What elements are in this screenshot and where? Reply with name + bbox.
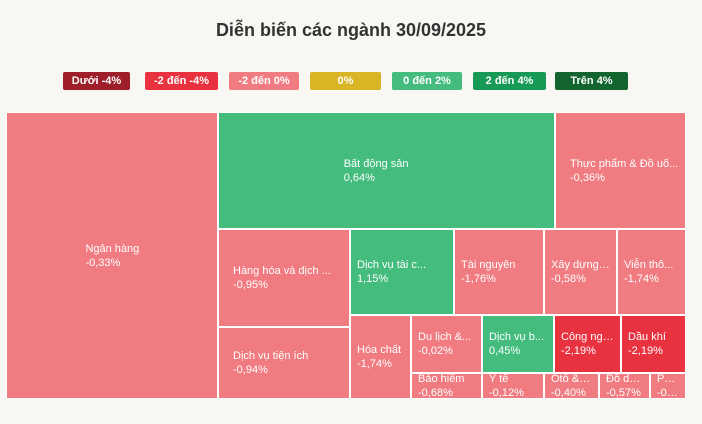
tile-value: -1,74%	[357, 358, 392, 370]
tile-value: -0,02%	[418, 345, 453, 357]
tile-name: Bảo hiểm	[418, 373, 465, 385]
treemap-tile[interactable]: Xây dựng ... -0,58%	[544, 229, 617, 315]
treemap-tile[interactable]: Hóa chất -1,74%	[350, 315, 411, 399]
tile-label: Thực phẩm & Đồ uố... -0,36%	[556, 157, 685, 185]
tile-label: Bất động sản 0,64%	[219, 157, 554, 185]
tile-label: Hàng hóa và dịch ... -0,95%	[219, 264, 349, 292]
tile-name: Hàng hóa và dịch ...	[233, 265, 331, 277]
treemap-tile[interactable]: Hàng hóa và dịch ... -0,95%	[218, 229, 350, 327]
tile-label: Dịch vụ tài c... 1,15%	[351, 258, 453, 286]
tile-value: -0,57%	[606, 387, 641, 399]
legend-item[interactable]: 0 đến 2%	[392, 72, 462, 90]
tile-label: Du lịch &... -0,02%	[412, 330, 481, 358]
treemap-tile[interactable]: Dầu khí -2,19%	[621, 315, 686, 373]
treemap-tile[interactable]: Ngân hàng -0,33%	[6, 112, 218, 399]
tile-value: -0,36%	[570, 171, 605, 184]
tile-name: Dịch vụ tiện ích	[233, 350, 309, 362]
treemap-tile[interactable]: Thực phẩm & Đồ uố... -0,36%	[555, 112, 686, 229]
treemap-tile[interactable]: Công nghệ -2,19%	[554, 315, 621, 373]
tile-name: Du lịch &...	[418, 331, 472, 343]
tile-name: Viễn thô...	[624, 259, 674, 271]
tile-label: Bảo hiểm -0,68%	[412, 373, 481, 399]
treemap-tile[interactable]: Đồ dùn... -0,57%	[599, 373, 650, 399]
tile-name: Dầu khí	[628, 331, 666, 343]
treemap-tile[interactable]: Tài nguyên -1,76%	[454, 229, 544, 315]
legend-item[interactable]: Dưới -4%	[63, 72, 130, 90]
tile-label: Hóa chất -1,74%	[351, 343, 410, 371]
tile-name: Dịch vụ tài c...	[357, 259, 427, 271]
tile-label: Công nghệ -2,19%	[555, 330, 620, 358]
treemap-tile[interactable]: Phư... -0,98%	[650, 373, 686, 399]
legend-item[interactable]: Trên 4%	[555, 72, 628, 90]
tile-value: -1,76%	[461, 273, 496, 285]
tile-label: Dịch vụ b... 0,45%	[483, 330, 553, 358]
tile-label: Y tế -0,12%	[483, 373, 543, 399]
tile-value: -1,74%	[624, 273, 659, 285]
tile-name: Thực phẩm & Đồ uố...	[570, 157, 679, 170]
treemap: Ngân hàng -0,33% Bất động sản 0,64% Thực phẩ…	[6, 112, 686, 399]
tile-name: Phư...	[657, 373, 679, 385]
tile-value: -0,94%	[233, 364, 268, 376]
treemap-tile[interactable]: Viễn thô... -1,74%	[617, 229, 686, 315]
tile-label: Dịch vụ tiện ích -0,94%	[219, 349, 349, 377]
tile-name: Dịch vụ b...	[489, 331, 545, 343]
tile-name: Ôtô & l...	[551, 373, 592, 385]
tile-name: Xây dựng ...	[551, 259, 610, 271]
treemap-tile[interactable]: Bất động sản 0,64%	[218, 112, 555, 229]
tile-label: Xây dựng ... -0,58%	[545, 258, 616, 286]
tile-name: Hóa chất	[357, 344, 402, 356]
treemap-tile[interactable]: Ôtô & l... -0,40%	[544, 373, 599, 399]
tile-name: Ngân hàng	[85, 242, 140, 255]
legend: Dưới -4% -2 đến -4% -2 đến 0% 0% 0 đến 2% 2 đ…	[0, 72, 702, 90]
tile-label: Đồ dùn... -0,57%	[600, 373, 649, 399]
tile-value: -0,95%	[233, 279, 268, 291]
treemap-tile[interactable]: Bảo hiểm -0,68%	[411, 373, 482, 399]
treemap-tile[interactable]: Dịch vụ tiện ích -0,94%	[218, 327, 350, 399]
tile-value: -0,33%	[85, 256, 121, 269]
tile-value: -0,58%	[551, 273, 586, 285]
legend-item[interactable]: -2 đến -4%	[145, 72, 218, 90]
tile-label: Ôtô & l... -0,40%	[545, 373, 598, 399]
chart-title: Diễn biến các ngành 30/09/2025	[215, 20, 487, 40]
tile-value: 1,15%	[357, 273, 389, 285]
tile-label: Tài nguyên -1,76%	[455, 258, 543, 286]
tile-name: Tài nguyên	[461, 259, 516, 271]
tile-label: Ngân hàng -0,33%	[7, 242, 217, 270]
legend-item[interactable]: -2 đến 0%	[229, 72, 299, 90]
tile-value: 0,64%	[343, 171, 375, 184]
treemap-tile[interactable]: Y tế -0,12%	[482, 373, 544, 399]
tile-label: Viễn thô... -1,74%	[618, 258, 685, 286]
treemap-tile[interactable]: Dịch vụ tài c... 1,15%	[350, 229, 454, 315]
tile-label: Phư... -0,98%	[651, 373, 685, 399]
tile-value: -0,68%	[418, 387, 453, 399]
treemap-tile[interactable]: Du lịch &... -0,02%	[411, 315, 482, 373]
treemap-tile[interactable]: Dịch vụ b... 0,45%	[482, 315, 554, 373]
tile-value: -0,40%	[551, 387, 586, 399]
legend-item[interactable]: 2 đến 4%	[473, 72, 546, 90]
tile-name: Đồ dùn...	[606, 373, 643, 385]
tile-value: -2,19%	[628, 345, 663, 357]
tile-value: 0,45%	[489, 345, 521, 357]
legend-item[interactable]: 0%	[310, 72, 381, 90]
tile-name: Công nghệ	[561, 331, 614, 343]
tile-value: -0,12%	[489, 387, 524, 399]
tile-label: Dầu khí -2,19%	[622, 330, 685, 358]
tile-value: -0,98%	[657, 387, 679, 399]
tile-name: Bất động sản	[343, 157, 409, 170]
tile-value: -2,19%	[561, 345, 596, 357]
tile-name: Y tế	[489, 373, 509, 385]
